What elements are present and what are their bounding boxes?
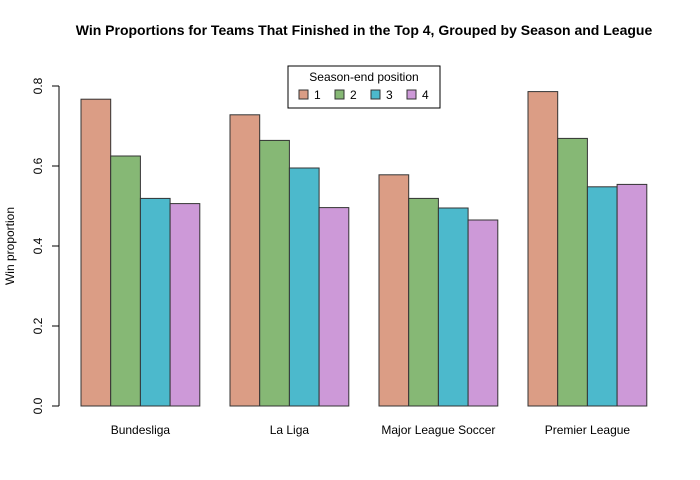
legend-box [287, 65, 441, 109]
bar-premier-league-position-4 [616, 183, 648, 407]
y-tick-label: 0.2 [31, 317, 45, 334]
bars-group [80, 91, 648, 407]
bar-la-liga-position-3 [288, 167, 320, 407]
bar-bundesliga-position-4 [169, 203, 201, 407]
bar-la-liga-position-4 [318, 207, 350, 407]
legend-label: 2 [350, 88, 357, 102]
x-category-label: Major League Soccer [381, 423, 495, 437]
bar-bundesliga-position-2 [110, 155, 141, 407]
bar-premier-league-position-1 [527, 91, 559, 407]
chart-title: Win Proportions for Teams That Finished … [76, 22, 653, 38]
legend: Season-end position 1 2 3 4 [287, 65, 441, 109]
legend-swatch [334, 89, 345, 100]
x-category-label: Bundesliga [111, 423, 171, 437]
y-tick-label: 0.6 [31, 157, 45, 174]
bar-major-league-soccer-position-4 [467, 219, 499, 407]
bar-major-league-soccer-position-2 [408, 197, 439, 407]
legend-label: 1 [314, 88, 321, 102]
legend-label: 3 [386, 88, 393, 102]
legend-swatch [406, 89, 417, 100]
legend-label: 4 [422, 88, 429, 102]
y-axis: 0.0 0.2 0.4 0.6 0.8 [31, 77, 60, 414]
x-axis-labels: Bundesliga La Liga Major League Soccer Prem… [111, 423, 631, 437]
bar-premier-league-position-2 [557, 137, 588, 407]
legend-swatch [298, 89, 309, 100]
x-category-label: La Liga [270, 423, 310, 437]
bar-la-liga-position-1 [229, 114, 261, 407]
bar-bundesliga-position-1 [80, 98, 112, 407]
bar-premier-league-position-3 [586, 186, 618, 407]
bar-la-liga-position-2 [259, 139, 290, 407]
bar-major-league-soccer-position-3 [437, 207, 469, 407]
bar-bundesliga-position-3 [139, 197, 171, 407]
legend-swatch [370, 89, 381, 100]
y-tick-label: 0.4 [31, 237, 45, 254]
y-axis-label: Win proportion [3, 207, 17, 285]
legend-title: Season-end position [309, 70, 418, 84]
x-category-label: Premier League [545, 423, 631, 437]
bar-major-league-soccer-position-1 [378, 174, 410, 407]
y-tick-label: 0.8 [31, 77, 45, 94]
y-tick-label: 0.0 [31, 397, 45, 414]
